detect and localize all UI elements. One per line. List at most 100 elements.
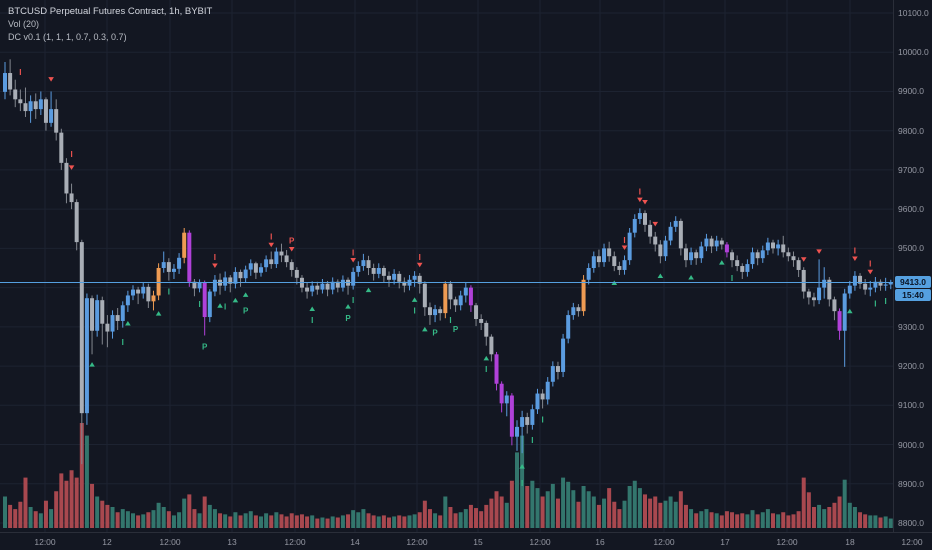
time-axis[interactable]: 12:00 12 12:00 13 12:00 14 12:00 15 12:00 16 12:00… [0, 532, 932, 550]
indicator-volume-label[interactable]: Vol (20) [8, 19, 40, 29]
volume-bar [612, 501, 617, 528]
volume-bar [504, 502, 509, 528]
candle [771, 242, 775, 249]
triangle-up-marker [688, 275, 694, 280]
candle [561, 338, 566, 372]
volume-bar [724, 511, 729, 528]
candle [617, 266, 622, 270]
letter-marker: I [541, 415, 543, 424]
candle [612, 256, 617, 267]
volume-bar [781, 512, 786, 528]
time-axis-label: 13 [227, 537, 237, 547]
letter-marker: I [224, 302, 226, 311]
volume-bar [822, 509, 827, 528]
volume-bar [95, 496, 100, 528]
candle [468, 287, 473, 306]
volume-bar [596, 504, 601, 528]
candle [663, 240, 668, 257]
candle [499, 383, 504, 404]
candle [602, 248, 607, 263]
candle [745, 264, 750, 272]
volume-bar [156, 502, 161, 528]
candle [248, 263, 253, 270]
volume-bar [387, 517, 391, 528]
volume-bar [177, 512, 182, 528]
volume-bar [735, 514, 740, 528]
volume-bar [161, 507, 166, 528]
letter-marker: I [19, 68, 21, 77]
volume-bar [105, 504, 110, 528]
time-axis-label: 12:00 [159, 537, 181, 547]
volume-bar [837, 496, 842, 528]
candle [433, 309, 438, 316]
price-axis-label: 8800.0 [898, 518, 924, 528]
candle [84, 298, 89, 414]
candle [223, 277, 228, 286]
volume-bar [207, 504, 212, 528]
volume-bar [745, 514, 750, 528]
triangle-down-marker [621, 245, 628, 250]
volume-bar [197, 513, 202, 528]
candle [320, 283, 325, 290]
volume-bar [847, 502, 852, 528]
candle [489, 336, 494, 355]
volume-bar [776, 514, 781, 528]
price-axis-label: 9900.0 [898, 86, 924, 97]
candle [653, 236, 658, 245]
triangle-down-marker [852, 256, 858, 261]
volume-bar [264, 513, 269, 528]
volume-bar [79, 423, 84, 528]
candle [858, 275, 863, 284]
candle [427, 307, 432, 316]
volume-bar [59, 473, 64, 528]
grid-lines [0, 0, 893, 532]
candle [837, 311, 842, 331]
candle [243, 269, 248, 279]
indicator-dc-label[interactable]: DC v0.1 (1, 1, 1, 0.7, 0.3, 0.7) [8, 32, 127, 42]
candle [79, 242, 84, 414]
volume-bar [719, 515, 724, 528]
symbol-title[interactable]: BTCUSD Perpetual Futures Contract, 1h, B… [8, 6, 213, 17]
candle [146, 286, 151, 302]
time-axis-label: 12:00 [653, 537, 675, 547]
volume-bar [325, 518, 330, 528]
candle [637, 213, 642, 219]
candle [361, 260, 366, 267]
candle [13, 89, 18, 100]
volume-bar [694, 513, 699, 528]
volume-bar [806, 492, 811, 528]
candle [305, 287, 310, 292]
triangle-up-marker [125, 320, 131, 326]
price-axis[interactable]: 10100.0 10000.0 9900.0 9800.0 9700.0 9600.0 95… [893, 0, 932, 532]
time-axis-label: 18 [845, 537, 855, 547]
triangle-down-marker [288, 247, 295, 252]
price-axis-label: 9200.0 [898, 361, 924, 372]
triangle-down-marker [68, 165, 75, 170]
volume-bar [335, 517, 340, 528]
volume-bar [294, 515, 299, 528]
candle [125, 295, 130, 306]
volume-bar [525, 486, 530, 528]
volume-bar [8, 504, 13, 528]
volume-bar [555, 498, 560, 528]
candle [402, 281, 407, 286]
letter-marker: I [531, 436, 533, 445]
letter-marker: P [243, 306, 249, 315]
volume-bar [791, 514, 796, 528]
letter-marker: I [311, 316, 313, 325]
volume-bar [740, 513, 745, 528]
bar-countdown-label: 15:40 [895, 288, 931, 301]
volume-bar [376, 516, 381, 528]
volume-bar [760, 512, 765, 528]
volume-bar [771, 513, 775, 528]
volume-bar [361, 509, 366, 528]
last-price-label[interactable]: 9413.0 [895, 275, 931, 288]
candle [228, 277, 233, 284]
last-price-tag[interactable]: 9413.0 15:40 [895, 275, 931, 302]
candle [141, 286, 146, 294]
volume-bar [566, 481, 571, 528]
letter-marker: I [352, 296, 354, 305]
candle [750, 252, 755, 265]
